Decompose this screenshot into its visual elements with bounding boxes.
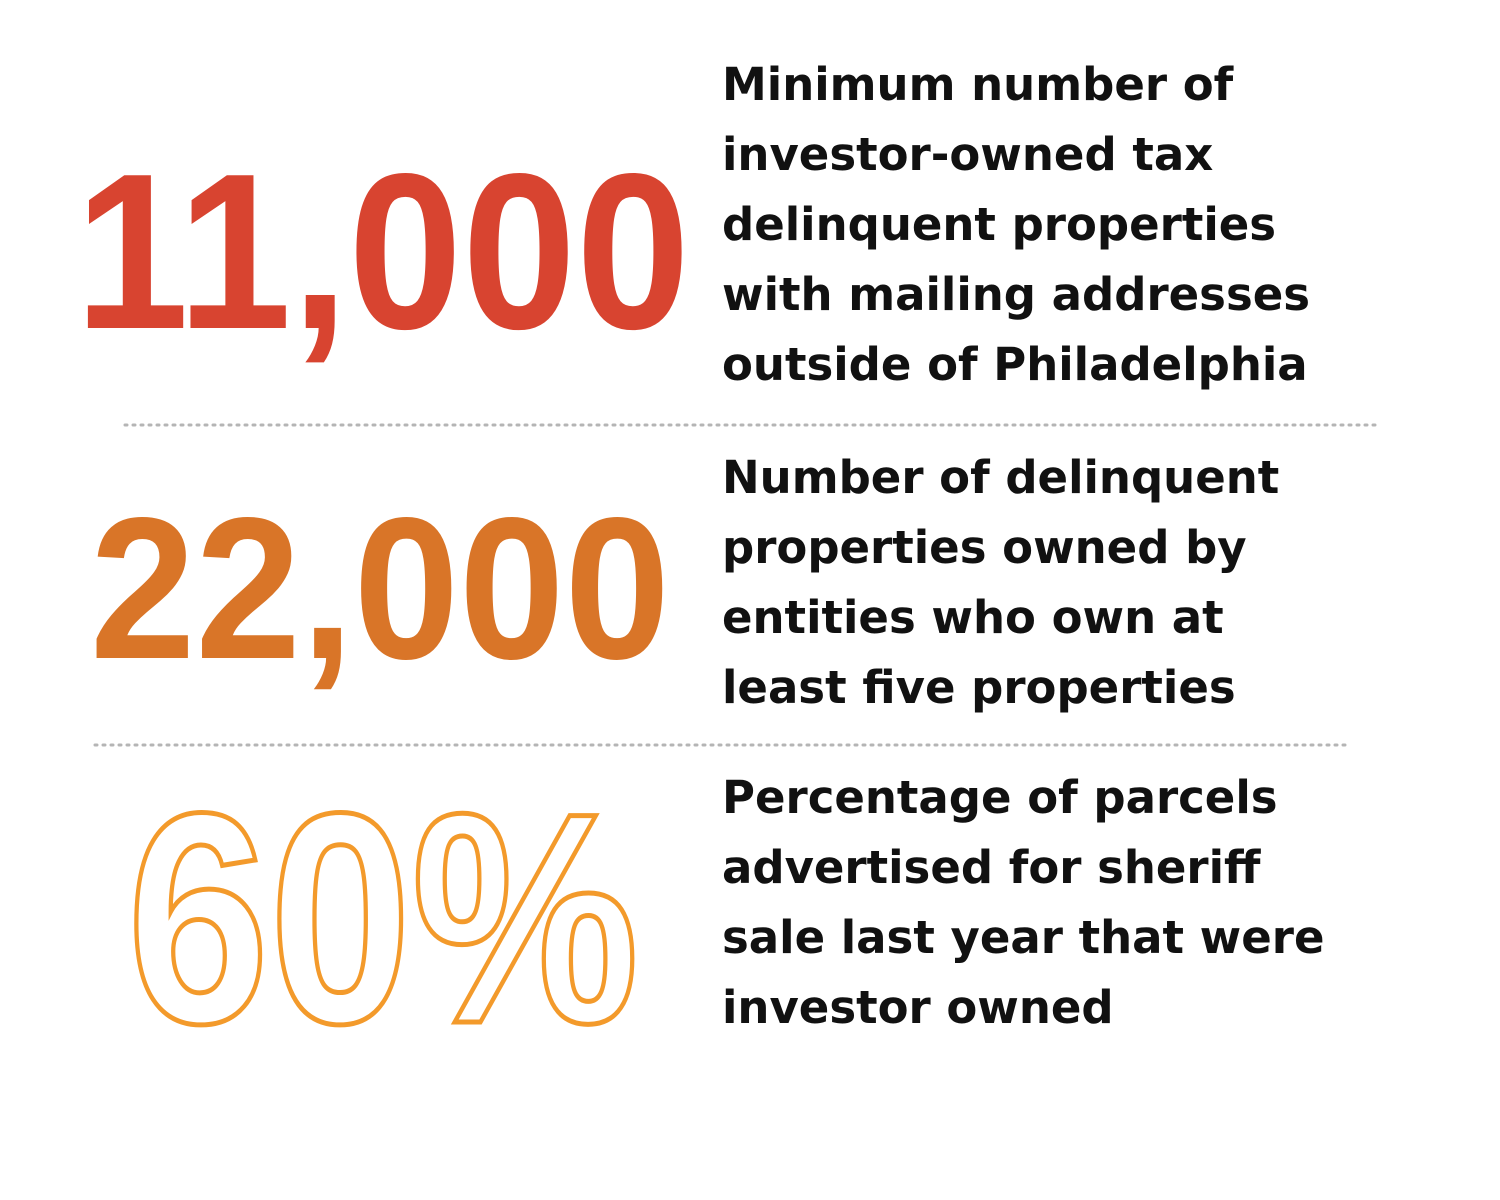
stat-description: properties owned by: [722, 521, 1247, 574]
stat-description: Minimum number of: [722, 58, 1234, 111]
stat-description: entities who own at: [722, 591, 1224, 644]
stat-description: sale last year that were: [722, 911, 1325, 964]
stat-description: Number of delinquent: [722, 451, 1279, 504]
stat-description: least five properties: [722, 661, 1236, 714]
stat-number: 60%: [127, 750, 639, 1086]
stat-description: delinquent properties: [722, 198, 1276, 251]
stat-description: Percentage of parcels: [722, 771, 1278, 824]
stat-description: advertised for sheriff: [722, 841, 1261, 894]
stat-description: investor-owned tax: [722, 128, 1213, 181]
stat-description: investor owned: [722, 981, 1114, 1034]
stat-number: 11,000: [75, 128, 690, 376]
stat-description: outside of Philadelphia: [722, 338, 1308, 391]
stat-description: with mailing addresses: [722, 268, 1310, 321]
stat-number: 22,000: [90, 475, 670, 701]
